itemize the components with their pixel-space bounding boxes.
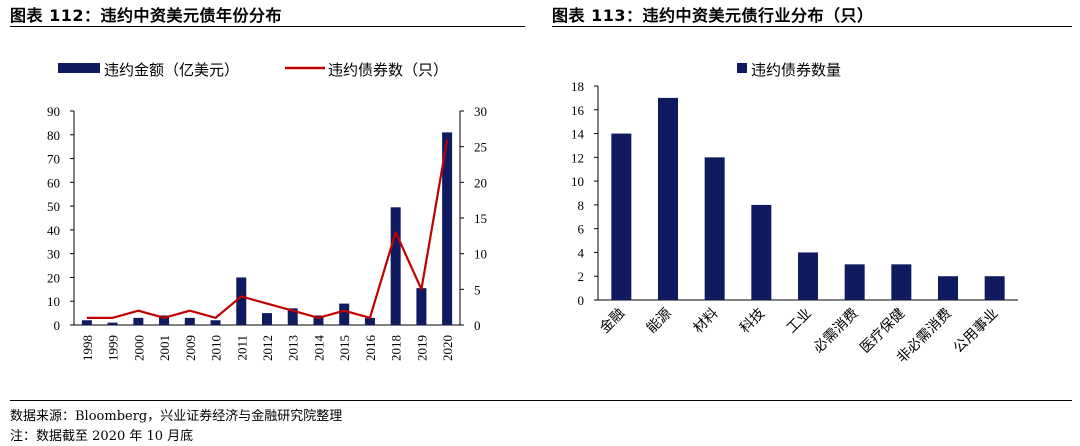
y-tick-label: 10 bbox=[571, 174, 584, 189]
year-bar bbox=[287, 308, 298, 325]
industry-bar bbox=[704, 157, 725, 300]
x-tick-label: 2014 bbox=[311, 335, 326, 362]
right-y-tick-label: 25 bbox=[474, 140, 487, 155]
right-y-tick-label: 5 bbox=[474, 282, 481, 297]
industry-bar bbox=[844, 264, 865, 300]
x-tick-label: 2009 bbox=[183, 335, 198, 361]
x-tick-label: 2018 bbox=[389, 335, 404, 361]
industry-bar bbox=[611, 133, 632, 300]
right-y-tick-label: 20 bbox=[474, 175, 487, 190]
y-tick-label: 2 bbox=[578, 269, 585, 284]
footer-rule bbox=[10, 400, 1072, 401]
x-tick-label: 2012 bbox=[260, 335, 275, 361]
x-category-label: 科技 bbox=[737, 306, 768, 337]
x-tick-label: 2001 bbox=[157, 335, 172, 361]
y-tick-label: 0 bbox=[578, 293, 585, 308]
x-tick-label: 2000 bbox=[131, 335, 146, 361]
y-tick-label: 14 bbox=[571, 127, 585, 142]
left-y-tick-label: 70 bbox=[47, 152, 60, 167]
year-bar bbox=[133, 317, 144, 325]
legend-swatch-amount bbox=[58, 63, 100, 73]
y-tick-label: 8 bbox=[578, 198, 585, 213]
left-y-tick-label: 40 bbox=[47, 223, 60, 238]
right-y-tick-label: 0 bbox=[474, 318, 481, 333]
x-category-label: 材料 bbox=[690, 306, 721, 337]
left-title-rule bbox=[10, 26, 525, 27]
x-tick-label: 2015 bbox=[337, 335, 352, 361]
year-bar bbox=[416, 288, 427, 325]
right-title-rule bbox=[552, 26, 1072, 27]
legend-swatch-count bbox=[737, 63, 747, 73]
x-tick-label: 2010 bbox=[209, 335, 224, 361]
year-bar bbox=[210, 320, 221, 325]
left-chart-title: 图表 112：违约中资美元债年份分布 bbox=[10, 6, 282, 25]
x-tick-label: 2019 bbox=[414, 335, 429, 361]
x-category-label: 能源 bbox=[644, 306, 675, 337]
right-chart-title: 图表 113：违约中资美元债行业分布（只） bbox=[552, 6, 874, 25]
right-y-tick-label: 10 bbox=[474, 247, 487, 262]
year-bar bbox=[184, 317, 195, 325]
x-category-label: 公用事业 bbox=[951, 306, 1002, 357]
industry-bar bbox=[891, 264, 912, 300]
footnote: 注：数据截至 2020 年 10 月底 bbox=[10, 429, 194, 444]
legend-label-amount: 违约金额（亿美元） bbox=[104, 61, 239, 79]
y-tick-label: 4 bbox=[578, 245, 585, 260]
x-tick-label: 2011 bbox=[234, 335, 249, 361]
year-bar bbox=[364, 317, 375, 325]
left-y-tick-label: 90 bbox=[47, 104, 60, 119]
industry-bar bbox=[938, 276, 958, 300]
x-tick-label: 2016 bbox=[363, 335, 378, 362]
x-tick-label: 1998 bbox=[80, 335, 95, 361]
year-bar bbox=[313, 315, 324, 325]
left-y-tick-label: 50 bbox=[47, 199, 60, 214]
bond-count-line bbox=[86, 139, 449, 319]
right-y-tick-label: 30 bbox=[474, 104, 487, 119]
legend-label-count: 违约债券数量 bbox=[751, 61, 841, 79]
left-y-tick-label: 20 bbox=[47, 270, 60, 285]
industry-bar bbox=[984, 276, 1005, 300]
left-y-tick-label: 10 bbox=[47, 294, 60, 309]
year-bar bbox=[262, 313, 272, 325]
y-tick-label: 18 bbox=[571, 79, 584, 94]
x-tick-label: 2020 bbox=[440, 335, 455, 361]
industry-bar bbox=[798, 252, 818, 300]
y-tick-label: 12 bbox=[571, 150, 584, 165]
x-category-label: 必需消费 bbox=[811, 306, 862, 357]
industry-bar bbox=[751, 204, 772, 300]
year-bar bbox=[442, 132, 453, 325]
year-bar bbox=[159, 315, 170, 325]
x-tick-label: 1999 bbox=[106, 335, 121, 361]
x-tick-label: 2013 bbox=[286, 335, 301, 361]
industry-bar bbox=[658, 97, 678, 300]
y-tick-label: 6 bbox=[578, 222, 585, 237]
year-bar bbox=[236, 277, 247, 325]
year-bar bbox=[107, 322, 118, 325]
left-chart: 0 10 20 30 40 50 60 70 80 90 0 5 10 15 20 25 30 1998 1999 2… bbox=[47, 61, 487, 362]
x-category-label: 金融 bbox=[597, 306, 628, 337]
year-bar bbox=[81, 320, 92, 325]
x-category-label: 工业 bbox=[784, 306, 815, 337]
right-y-tick-label: 15 bbox=[474, 211, 487, 226]
left-y-tick-label: 60 bbox=[47, 175, 60, 190]
year-bar bbox=[339, 303, 350, 325]
left-y-tick-label: 80 bbox=[47, 128, 60, 143]
year-bar bbox=[390, 207, 401, 325]
left-y-tick-label: 30 bbox=[47, 247, 60, 262]
legend-label-count: 违约债券数（只） bbox=[328, 61, 448, 79]
left-y-tick-label: 0 bbox=[54, 318, 61, 333]
source-note: 数据来源：Bloomberg，兴业证券经济与金融研究院整理 bbox=[10, 409, 343, 424]
y-tick-label: 16 bbox=[571, 103, 585, 118]
